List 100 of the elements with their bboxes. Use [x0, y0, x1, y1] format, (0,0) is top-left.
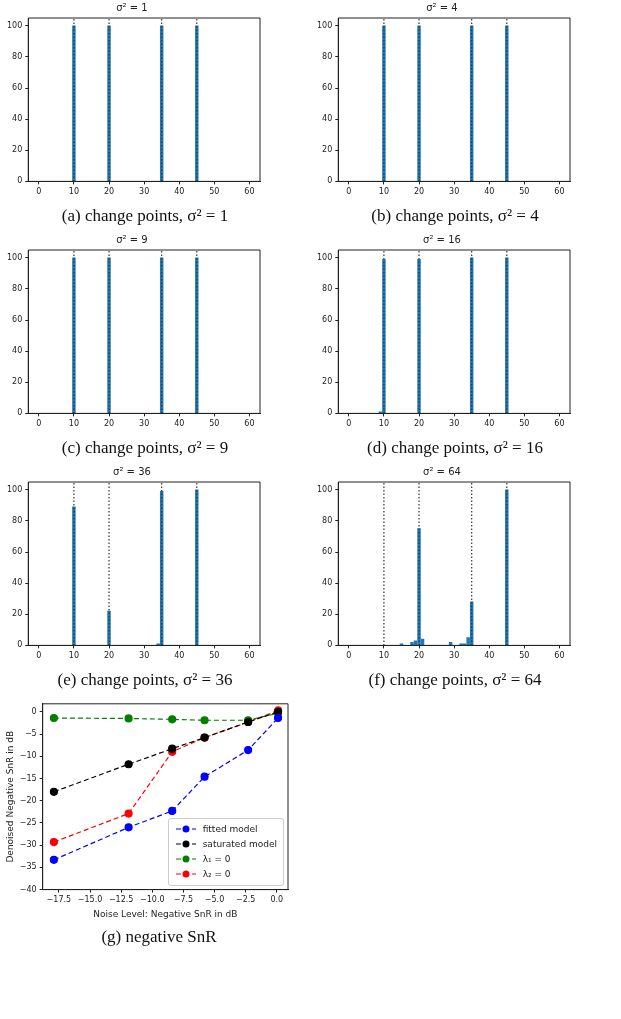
y-tick-label: 100	[316, 20, 333, 30]
y-tick-label: 80	[12, 51, 23, 61]
y-tick-label: 40	[322, 578, 333, 588]
x-tick-label: 30	[139, 419, 150, 429]
text: (g) negative SnR	[100, 927, 218, 947]
y-tick-label: 0	[17, 640, 23, 650]
chart-title: σ² = 1	[116, 1, 148, 13]
y-tick-label: 0	[327, 640, 333, 650]
x-tick-label: −7.5	[173, 895, 194, 905]
x-tick-label: 30	[139, 187, 150, 197]
y-tick-label: 100	[6, 484, 23, 494]
legend-label: λ₁ = 0	[202, 854, 231, 865]
y-tick-label: 100	[316, 484, 333, 494]
y-tick-label: 80	[12, 515, 23, 525]
y-axis-title: Denoised Negative SnR in dB	[4, 730, 15, 863]
x-tick-label: 50	[209, 187, 220, 197]
chart-title: σ² = 64	[423, 465, 461, 477]
legend-label: fitted model	[202, 824, 258, 835]
x-tick-label: 60	[244, 187, 255, 197]
x-tick-label: 20	[413, 419, 425, 429]
x-tick-label: 40	[484, 419, 495, 429]
x-tick-label: 40	[174, 419, 185, 429]
x-tick-label: −12.5	[108, 895, 134, 905]
y-tick-label: −35	[19, 862, 37, 872]
text: (f) change points, σ² = 64	[367, 670, 543, 690]
y-tick-label: −30	[19, 840, 37, 850]
x-tick-label: 50	[209, 651, 220, 661]
y-tick-label: 80	[322, 283, 333, 293]
x-tick-label: 40	[174, 187, 185, 197]
y-tick-label: 60	[322, 83, 333, 93]
x-tick-label: 20	[103, 651, 115, 661]
chart-title: σ² = 16	[423, 233, 461, 245]
y-tick-label: 20	[12, 609, 23, 619]
y-tick-label: 100	[6, 20, 23, 30]
y-tick-label: 20	[322, 145, 333, 155]
y-tick-label: 40	[322, 114, 333, 124]
y-tick-label: 60	[12, 315, 23, 325]
y-tick-label: 40	[12, 578, 23, 588]
x-tick-label: 40	[174, 651, 185, 661]
x-tick-label: 10	[378, 187, 390, 197]
y-tick-label: 40	[322, 346, 333, 356]
x-tick-label: 10	[378, 419, 390, 429]
y-tick-label: −15	[19, 773, 37, 783]
y-tick-label: 60	[12, 547, 23, 557]
text: (e) change points, σ² = 36	[56, 670, 234, 690]
x-tick-label: 10	[68, 419, 80, 429]
x-tick-label: −10.0	[140, 895, 165, 905]
y-tick-label: 20	[322, 609, 333, 619]
x-tick-label: 50	[209, 419, 220, 429]
x-tick-label: 20	[103, 419, 115, 429]
x-tick-label: 20	[413, 651, 425, 661]
x-tick-label: 40	[484, 187, 495, 197]
x-tick-label: −15.0	[77, 895, 103, 905]
x-tick-label: −5.0	[204, 895, 225, 905]
y-tick-label: 20	[12, 377, 23, 387]
x-tick-label: −17.5	[46, 895, 72, 905]
x-tick-label: 0.0	[270, 895, 284, 905]
legend-label: saturated model	[202, 839, 277, 850]
y-tick-label: 20	[12, 145, 23, 155]
y-tick-label: 20	[322, 377, 333, 387]
chart-title: σ² = 36	[113, 465, 151, 477]
y-tick-label: 80	[322, 515, 333, 525]
x-tick-label: 0	[346, 419, 352, 429]
x-tick-label: 10	[378, 651, 390, 661]
y-tick-label: 0	[17, 408, 23, 418]
x-tick-label: 20	[103, 187, 115, 197]
x-tick-label: 50	[519, 419, 530, 429]
legend-label: λ₂ = 0	[202, 869, 231, 880]
chart-title: σ² = 9	[116, 233, 148, 245]
y-tick-label: −40	[19, 884, 37, 894]
x-tick-label: 60	[244, 419, 255, 429]
y-tick-label: −20	[19, 795, 37, 805]
x-tick-label: 60	[554, 419, 565, 429]
chart-title: σ² = 4	[426, 1, 458, 13]
y-tick-label: 0	[327, 408, 333, 418]
y-tick-label: −5	[24, 729, 37, 739]
x-tick-label: 40	[484, 651, 495, 661]
y-tick-label: 60	[322, 547, 333, 557]
y-tick-label: 100	[316, 252, 333, 262]
y-tick-label: 100	[6, 252, 23, 262]
y-tick-label: 80	[12, 283, 23, 293]
x-tick-label: 30	[449, 419, 460, 429]
x-axis-title: Noise Level: Negative SnR in dB	[93, 908, 238, 919]
text: (b) change points, σ² = 4	[370, 206, 540, 226]
y-tick-label: −25	[19, 818, 37, 827]
x-tick-label: 30	[449, 187, 460, 197]
y-tick-label: 80	[322, 51, 333, 61]
y-tick-label: 60	[322, 315, 333, 325]
x-tick-label: 0	[346, 651, 352, 661]
y-tick-label: 0	[327, 176, 333, 186]
x-tick-label: 50	[519, 651, 530, 661]
x-tick-label: 10	[68, 187, 80, 197]
x-tick-label: 30	[139, 651, 150, 661]
y-tick-label: 40	[12, 346, 23, 356]
x-tick-label: −2.5	[235, 895, 256, 905]
y-tick-label: 0	[17, 176, 23, 186]
x-tick-label: 60	[554, 187, 565, 197]
x-tick-label: 10	[68, 651, 80, 661]
text: (a) change points, σ² = 1	[60, 206, 230, 226]
x-tick-label: 60	[554, 651, 565, 661]
